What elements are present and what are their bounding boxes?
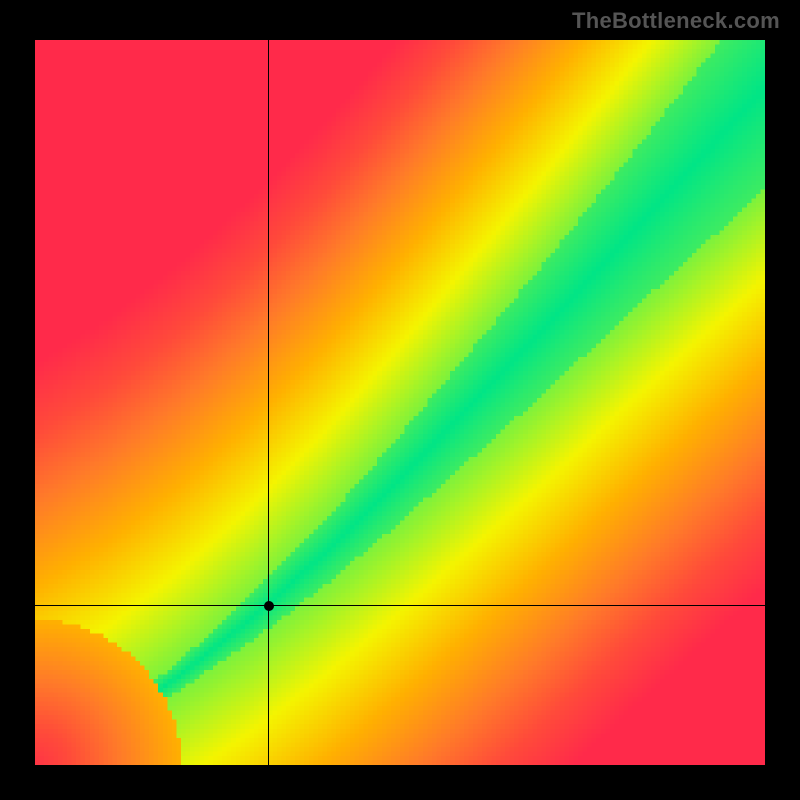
heatmap-canvas bbox=[35, 40, 765, 765]
watermark-text: TheBottleneck.com bbox=[572, 8, 780, 34]
crosshair-horizontal bbox=[35, 605, 765, 606]
crosshair-vertical bbox=[268, 40, 269, 765]
bottleneck-heatmap bbox=[35, 40, 765, 765]
crosshair-marker bbox=[264, 601, 274, 611]
